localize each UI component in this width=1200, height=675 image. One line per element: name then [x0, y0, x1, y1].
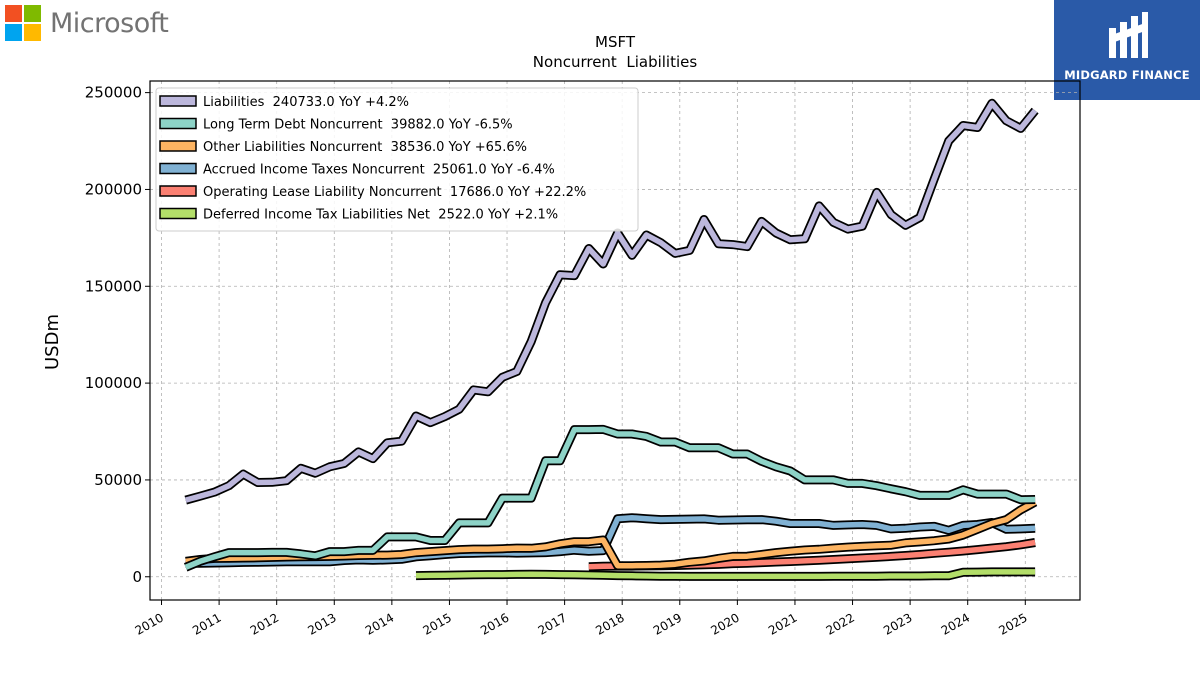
midgard-finance-badge: MIDGARD FINANCE	[1054, 0, 1200, 100]
legend-label: Long Term Debt Noncurrent 39882.0 YoY -6…	[203, 118, 513, 133]
y-tick-label: 0	[132, 568, 142, 586]
x-tick-label: 2012	[248, 610, 281, 637]
y-tick-label: 150000	[85, 277, 142, 295]
y-tick-label: 250000	[85, 84, 142, 102]
midgard-logo-icon	[1109, 12, 1148, 58]
legend-swatch	[159, 207, 197, 220]
series-line	[185, 513, 1036, 568]
microsoft-windows-icon	[5, 5, 41, 41]
legend-swatch	[159, 117, 197, 130]
chart-title: MSFT	[595, 33, 636, 51]
y-tick-label: 50000	[94, 471, 142, 489]
x-tick-label: 2015	[420, 610, 453, 637]
x-tick-label: 2025	[996, 610, 1029, 637]
legend-swatch	[159, 185, 197, 197]
x-tick-label: 2024	[939, 610, 972, 637]
y-tick-label: 200000	[85, 180, 142, 198]
microsoft-logo: Microsoft	[5, 5, 169, 41]
badge-label: MIDGARD FINANCE	[1064, 68, 1190, 82]
series-line	[184, 98, 1039, 505]
series-line	[183, 424, 1036, 572]
microsoft-wordmark: Microsoft	[50, 7, 169, 39]
series-stroke	[184, 100, 1038, 503]
legend-label: Operating Lease Liability Noncurrent 176…	[203, 185, 586, 200]
y-axis-label: USDm	[42, 314, 63, 370]
x-tick-label: 2010	[133, 610, 166, 637]
x-tick-label: 2013	[305, 610, 338, 637]
x-tick-label: 2019	[651, 610, 684, 637]
legend-label: Deferred Income Tax Liabilities Net 2522…	[203, 208, 558, 223]
legend-box	[155, 87, 639, 232]
legend-swatch	[159, 162, 197, 175]
series-stroke	[415, 569, 1036, 580]
x-tick-label: 2017	[536, 610, 569, 637]
legend-label: Other Liabilities Noncurrent 38536.0 YoY…	[203, 140, 527, 155]
series-lines	[183, 98, 1039, 581]
series-stroke	[184, 426, 1036, 570]
chart-subtitle: Noncurrent Liabilities	[533, 53, 698, 71]
x-tick-label: 2020	[708, 610, 741, 637]
legend: Liabilities 240733.0 YoY +4.2% Long Term …	[155, 87, 639, 232]
x-tick-label: 2022	[824, 610, 857, 637]
x-tick-label: 2021	[766, 610, 799, 637]
x-tick-label: 2016	[478, 610, 511, 637]
legend-label: Accrued Income Taxes Noncurrent 25061.0 …	[203, 163, 555, 178]
x-tick-label: 2018	[593, 610, 626, 637]
x-tick-label: 2011	[190, 610, 223, 637]
legend-label: Liabilities 240733.0 YoY +4.2%	[203, 95, 409, 110]
series-line	[415, 567, 1036, 581]
x-tick-label: 2023	[881, 610, 914, 637]
series-stroke	[185, 514, 1036, 566]
legend-swatch	[159, 140, 197, 152]
legend-swatch	[159, 95, 197, 107]
x-tick-label: 2014	[363, 610, 396, 637]
y-tick-label: 100000	[85, 374, 142, 392]
plot-frame	[149, 80, 1081, 601]
